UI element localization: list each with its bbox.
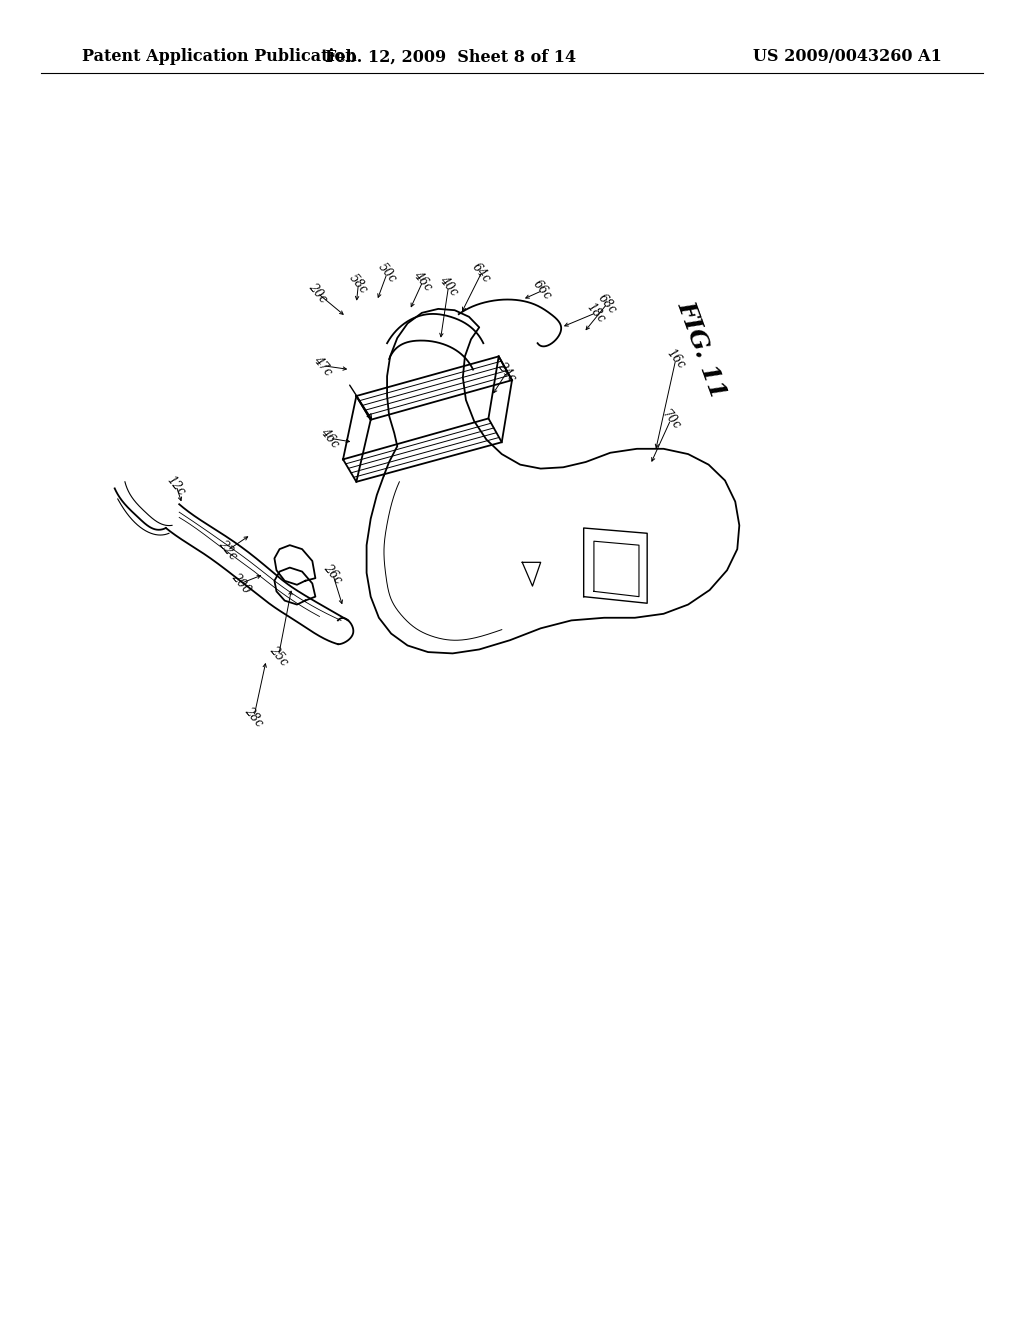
Text: 200: 200 bbox=[228, 570, 253, 597]
Text: 46c: 46c bbox=[317, 426, 342, 450]
Text: 66c: 66c bbox=[530, 279, 555, 302]
Text: 20c: 20c bbox=[305, 281, 330, 305]
Text: 68c: 68c bbox=[595, 292, 620, 315]
Text: 58c: 58c bbox=[346, 272, 371, 296]
Text: 70c: 70c bbox=[658, 408, 683, 432]
Text: 22c: 22c bbox=[215, 539, 240, 562]
Text: 64c: 64c bbox=[469, 261, 494, 285]
Text: Feb. 12, 2009  Sheet 8 of 14: Feb. 12, 2009 Sheet 8 of 14 bbox=[325, 49, 577, 65]
Text: 47c: 47c bbox=[310, 354, 335, 378]
Text: 24c: 24c bbox=[495, 360, 519, 384]
Text: Patent Application Publication: Patent Application Publication bbox=[82, 49, 356, 65]
Text: 25c: 25c bbox=[266, 644, 291, 668]
Text: 16c: 16c bbox=[664, 347, 688, 371]
Text: 50c: 50c bbox=[375, 261, 399, 285]
Text: 26c: 26c bbox=[321, 562, 345, 586]
Text: 18c: 18c bbox=[584, 301, 608, 325]
Text: FIG. 11: FIG. 11 bbox=[673, 297, 730, 403]
Text: 40c: 40c bbox=[436, 275, 461, 298]
Text: 28c: 28c bbox=[242, 705, 266, 729]
Text: 12c: 12c bbox=[164, 474, 188, 498]
Text: US 2009/0043260 A1: US 2009/0043260 A1 bbox=[754, 49, 942, 65]
Text: 46c: 46c bbox=[411, 269, 435, 293]
